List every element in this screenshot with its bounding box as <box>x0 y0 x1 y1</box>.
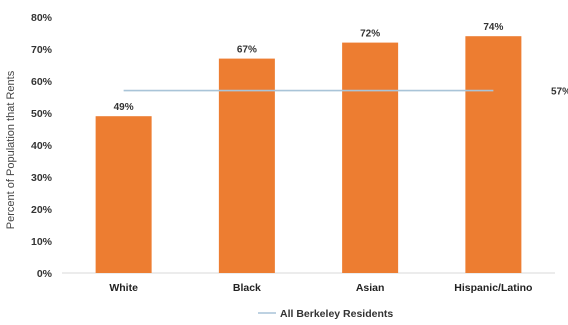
y-tick-label: 10% <box>31 236 53 248</box>
x-tick-label: Hispanic/Latino <box>454 282 532 294</box>
x-tick-label: Black <box>233 282 261 294</box>
x-tick-label: Asian <box>356 282 385 294</box>
y-tick-label: 20% <box>31 204 53 216</box>
data-label: 72% <box>360 29 380 40</box>
y-tick-label: 80% <box>31 12 53 24</box>
y-tick-label: 60% <box>31 76 53 88</box>
reference-line-group: 57% <box>123 87 568 98</box>
legend-label: All Berkeley Residents <box>280 308 393 320</box>
y-tick-label: 30% <box>31 172 53 184</box>
data-label: 49% <box>114 102 134 113</box>
bars-group <box>95 36 522 274</box>
x-tick-label: White <box>109 282 138 294</box>
reference-line-label: 57% <box>551 87 568 98</box>
legend: All Berkeley Residents <box>258 308 393 320</box>
data-label: 67% <box>237 45 257 56</box>
y-axis-ticks: 0% 10% 20% 30% 40% 50% 60% 70% 80% <box>31 12 53 280</box>
bar-white <box>95 116 152 273</box>
x-axis-ticks: White Black Asian Hispanic/Latino <box>109 282 532 294</box>
y-tick-label: 0% <box>37 268 53 280</box>
bar-hispanic-latino <box>465 36 522 274</box>
bar-asian <box>342 42 399 273</box>
y-axis-title: Percent of Population that Rents <box>5 70 17 229</box>
data-labels-group: 49% 67% 72% 74% <box>114 22 504 113</box>
bar-black <box>218 58 275 273</box>
y-tick-label: 40% <box>31 140 53 152</box>
data-label: 74% <box>483 22 503 33</box>
y-tick-label: 50% <box>31 108 53 120</box>
y-tick-label: 70% <box>31 44 53 56</box>
